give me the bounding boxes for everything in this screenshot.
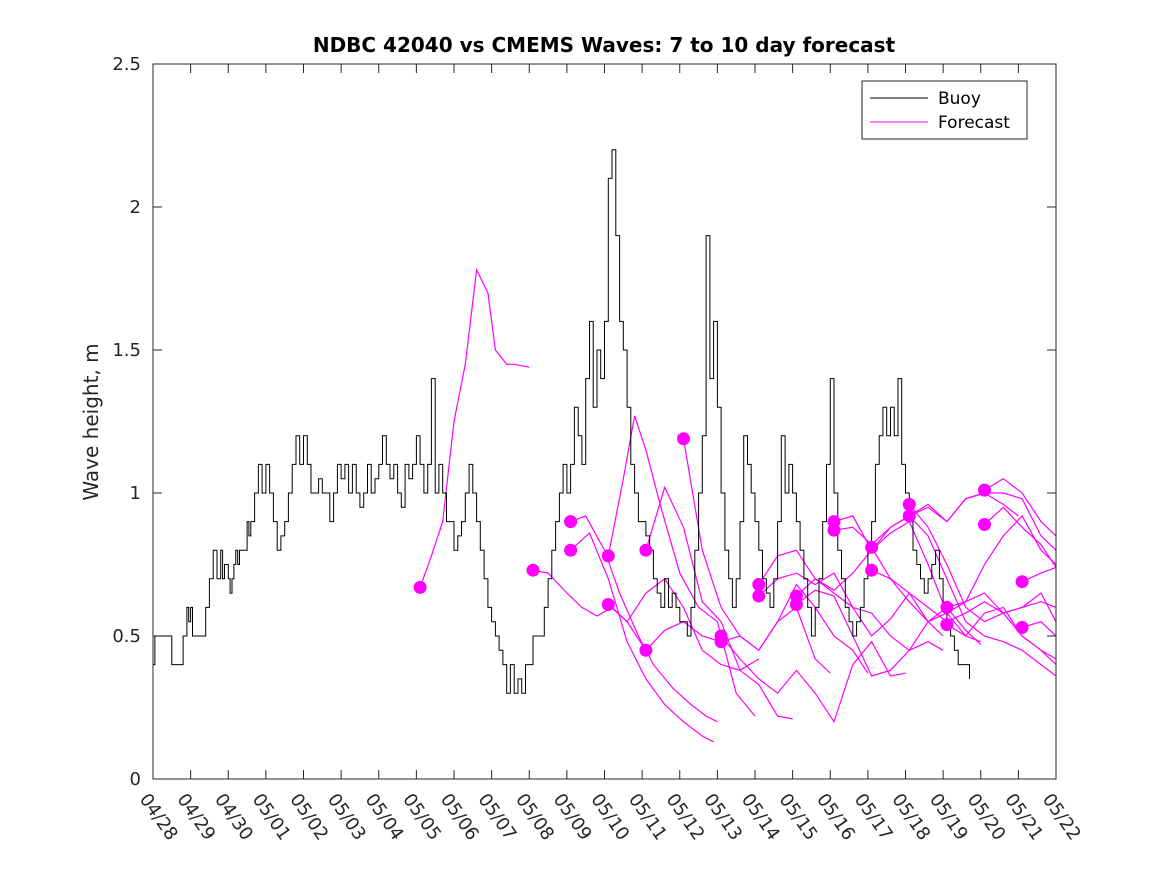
forecast-marker-9 — [677, 432, 690, 446]
forecast-series-group — [419, 267, 1056, 743]
forecast-marker-27 — [1015, 620, 1029, 634]
forecast-line-1 — [419, 267, 530, 588]
y-tick-label: 1.5 — [112, 340, 141, 361]
forecast-marker-18 — [865, 540, 879, 554]
forecast-line-25 — [1021, 566, 1056, 583]
y-tick-label: 0 — [130, 769, 141, 790]
forecast-marker-15 — [789, 598, 803, 611]
forecast-marker-21 — [902, 509, 916, 523]
forecast-marker-25 — [978, 518, 991, 531]
forecast-marker-11 — [714, 635, 728, 649]
buoy-series-group — [153, 149, 970, 694]
legend-buoy-label: Buoy — [938, 89, 981, 109]
forecast-marker-8 — [639, 643, 653, 657]
y-axis-label: Wave height, m — [79, 343, 103, 500]
forecast-line-20 — [908, 515, 1056, 677]
forecast-line-4 — [570, 531, 714, 743]
forecast-line-13 — [795, 520, 982, 643]
axis-ticks — [152, 63, 1057, 780]
forecast-line-24 — [984, 506, 1056, 568]
forecast-marker-26 — [1015, 575, 1029, 589]
forecast-marker-20 — [902, 497, 916, 511]
forecast-marker-group — [413, 432, 1029, 657]
forecast-line-9 — [682, 438, 869, 674]
forecast-line-10 — [720, 635, 906, 724]
forecast-line-23 — [984, 477, 1056, 537]
forecast-marker-24 — [978, 483, 991, 497]
forecast-marker-23 — [940, 618, 954, 632]
chart-title: NDBC 42040 vs CMEMS Waves: 7 to 10 day f… — [313, 33, 896, 57]
forecast-marker-7 — [639, 543, 653, 557]
forecast-line-12 — [758, 572, 944, 637]
forecast-line-19 — [908, 504, 1056, 623]
plot-frame — [152, 63, 1057, 780]
forecast-line-22 — [946, 606, 1056, 666]
forecast-line-5 — [607, 415, 756, 717]
forecast-marker-6 — [601, 598, 615, 611]
forecast-line-26 — [1021, 621, 1056, 637]
legend-box — [861, 80, 1028, 140]
forecast-marker-17 — [827, 523, 841, 537]
legend-forecast-label: Forecast — [938, 113, 1010, 133]
forecast-line-14 — [796, 589, 982, 677]
forecast-marker-22 — [940, 600, 954, 614]
forecast-marker-2 — [526, 563, 540, 577]
y-tick-label: 1 — [130, 483, 141, 504]
y-tick-label: 2.5 — [112, 54, 141, 75]
y-tick-labels: 0 0.5 1 1.5 2 2.5 — [112, 54, 141, 790]
forecast-line-21 — [946, 514, 1056, 608]
forecast-marker-5 — [601, 549, 615, 563]
forecast-line-6 — [607, 577, 760, 671]
forecast-line-7 — [645, 485, 793, 720]
legend: Buoy Forecast — [861, 80, 1028, 140]
forecast-marker-12 — [752, 578, 766, 591]
forecast-marker-19 — [865, 563, 879, 577]
y-tick-label: 0.5 — [112, 626, 141, 647]
forecast-marker-1 — [413, 580, 427, 594]
forecast-marker-3 — [564, 515, 578, 529]
y-tick-label: 2 — [130, 197, 141, 218]
forecast-marker-4 — [564, 543, 578, 557]
forecast-marker-13 — [752, 589, 766, 603]
buoy-line — [153, 149, 970, 694]
